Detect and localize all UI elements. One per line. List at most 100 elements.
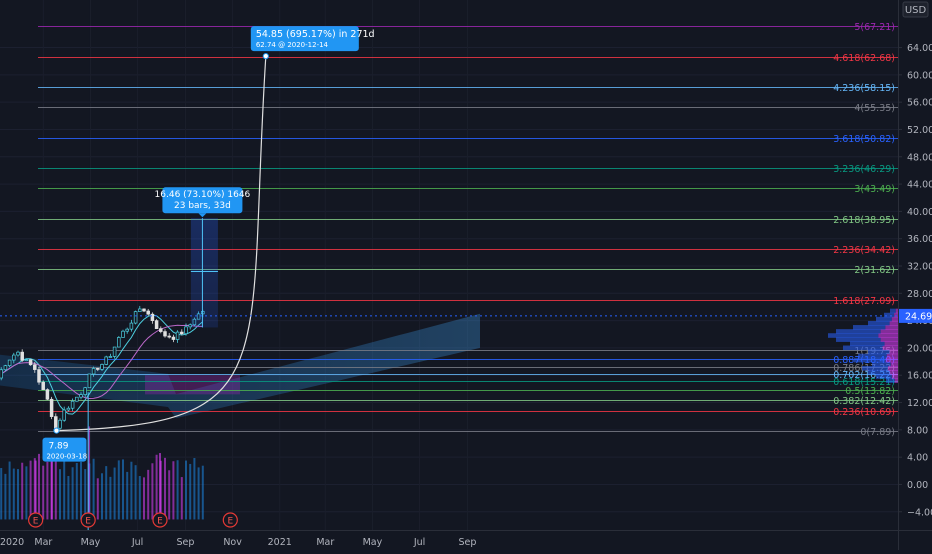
profile-bar-down <box>891 374 898 379</box>
volume-bar <box>8 461 11 520</box>
earnings-circle <box>222 512 238 528</box>
fib-label: 4(55.35) <box>854 103 895 114</box>
candle-body <box>104 356 108 365</box>
volume-bar <box>25 466 28 520</box>
earnings-marker[interactable]: E <box>222 512 238 528</box>
candle-body <box>154 320 159 329</box>
candle-body <box>146 310 150 315</box>
low-callout[interactable] <box>42 437 87 462</box>
y-tick-label: 64.00 <box>907 43 932 54</box>
profile-bar-down <box>889 349 898 355</box>
low-callout-sub: 2020-03-18 <box>46 453 87 461</box>
volume-bar <box>155 454 158 520</box>
x-tick-label: 2020 <box>0 537 24 548</box>
y-tick-label: 32.00 <box>907 262 932 273</box>
low-anchor[interactable] <box>53 427 60 434</box>
candle-body <box>125 328 129 332</box>
target-anchor[interactable] <box>262 53 269 60</box>
earnings-circle <box>80 512 96 528</box>
x-tick-label: May <box>363 537 383 548</box>
profile-bar-up <box>853 325 886 330</box>
candle-body <box>150 313 155 321</box>
candle-body <box>24 359 29 362</box>
profile-bar-up <box>858 353 887 359</box>
ma-fast-line <box>0 314 204 415</box>
volume-spike <box>87 426 90 520</box>
volume-bar <box>21 462 24 520</box>
earnings-marker[interactable]: E <box>152 512 168 528</box>
fib-label: 3(43.49) <box>854 184 895 195</box>
low-callout-text: 7.89 <box>48 442 68 452</box>
measure-callout-sub: 23 bars, 33d <box>174 201 231 211</box>
fib-label: 0.618(15.21) <box>833 377 895 388</box>
profile-bar-down <box>886 353 898 359</box>
volume-bar <box>176 460 179 520</box>
volume-bar <box>117 460 120 520</box>
x-tick-label: Jul <box>131 537 143 548</box>
measure-box[interactable] <box>190 218 218 328</box>
profile-bar-up <box>868 349 890 355</box>
earnings-circle <box>28 512 44 528</box>
y-tick-label: 8.00 <box>907 425 928 436</box>
candle-body <box>133 311 138 324</box>
projection-arc[interactable] <box>56 56 267 432</box>
earnings-label: E <box>157 517 163 527</box>
x-tick-label: May <box>81 537 101 548</box>
profile-bar-down <box>878 333 898 338</box>
y-tick-label: 20.00 <box>907 343 932 354</box>
earnings-circle <box>152 512 168 528</box>
candle-body <box>70 400 75 409</box>
profile-bar-up <box>868 320 890 326</box>
candle-body <box>37 369 41 383</box>
profile-bar-up <box>828 333 879 338</box>
volume-bar <box>134 465 137 520</box>
profile-bar-up <box>843 345 883 351</box>
fib-label: 4.618(62.68) <box>833 53 895 64</box>
candle-body <box>45 389 50 400</box>
fib-label: 3.236(46.29) <box>833 164 895 175</box>
candle-body <box>54 416 58 429</box>
candle-body <box>49 398 54 417</box>
currency-box[interactable] <box>902 1 929 18</box>
volume-bar <box>17 469 19 520</box>
earnings-marker[interactable]: E <box>80 512 96 528</box>
measure-callout[interactable] <box>162 187 243 214</box>
volume-bar <box>113 467 116 520</box>
earnings-marker[interactable]: E <box>28 512 44 528</box>
profile-bar-down <box>880 337 898 342</box>
volume-bar <box>63 452 66 520</box>
earnings-label: E <box>85 517 91 527</box>
volume-bar <box>42 465 45 520</box>
candles <box>0 305 205 430</box>
volume-bar <box>172 461 175 520</box>
profile-bar-down <box>894 312 898 318</box>
volume-bar <box>180 477 183 520</box>
x-tick-label: Sep <box>177 537 195 548</box>
volume-profile <box>828 308 898 383</box>
volume-spike <box>158 453 161 520</box>
candle-body <box>33 364 37 370</box>
profile-bar-up <box>868 370 890 375</box>
candle-body <box>41 381 45 390</box>
profile-bar-down <box>885 325 898 330</box>
profile-bar-up <box>876 316 892 322</box>
candle-body <box>100 364 104 370</box>
target-callout[interactable] <box>250 26 359 52</box>
candle-body <box>180 331 184 335</box>
profile-bar-up <box>836 329 881 334</box>
target-callout-text: 54.85 (695.17%) in 271d <box>256 29 375 40</box>
fib-levels: 0(7.89) 0.236(10.69)0.382(12.42)0.5(13.82… <box>38 22 898 438</box>
candle-body <box>121 330 125 338</box>
candle-body <box>91 368 96 375</box>
volume-bar <box>0 468 3 520</box>
x-tick-label: Jul <box>413 537 425 548</box>
last-price: 24.69 <box>0 308 932 323</box>
candle-body <box>3 365 8 371</box>
volume-bar <box>109 476 112 520</box>
profile-bar-up <box>876 374 892 379</box>
candle-body <box>112 346 117 357</box>
